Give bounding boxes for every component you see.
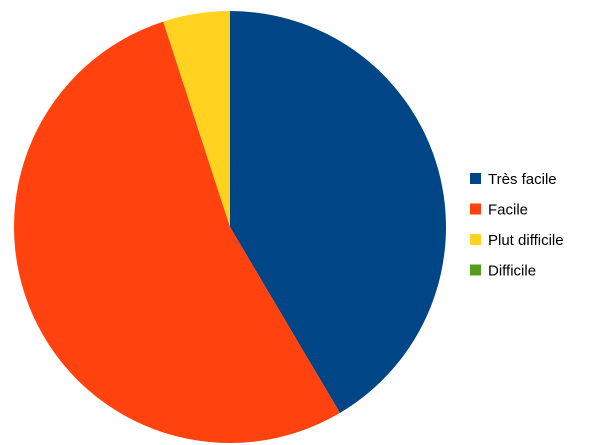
legend-label-facile: Facile	[488, 202, 528, 219]
legend-item-tres-facile: Très facile	[470, 171, 557, 188]
pie-slice-plut-difficile	[163, 11, 230, 227]
legend-label-tres-facile: Très facile	[488, 171, 557, 188]
legend-swatch-facile	[470, 203, 481, 215]
legend-item-facile: Facile	[470, 202, 528, 219]
legend-item-difficile: Difficile	[470, 263, 536, 280]
pie-slice-facile	[14, 21, 340, 443]
legend-label-difficile: Difficile	[488, 263, 536, 280]
pie-slices	[14, 11, 446, 443]
pie-slice-tres-facile	[230, 11, 446, 413]
legend: Très facile Facile Plut difficile Difficile	[470, 171, 564, 280]
legend-swatch-difficile	[470, 264, 481, 276]
legend-swatch-plut-difficile	[470, 234, 481, 245]
legend-swatch-tres-facile	[470, 173, 481, 184]
legend-label-plut-difficile: Plut difficile	[488, 232, 564, 249]
legend-item-plut-difficile: Plut difficile	[470, 232, 564, 249]
